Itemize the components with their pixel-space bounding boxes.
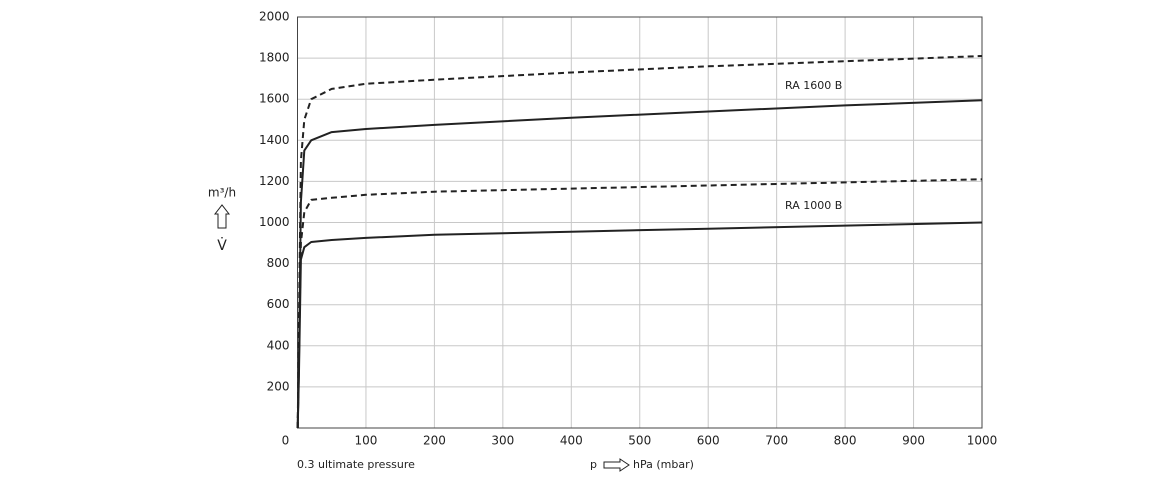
y-tick-label: 400 — [267, 338, 290, 352]
x-tick-label: 0 — [282, 434, 290, 448]
y-tick-label: 1800 — [259, 51, 290, 65]
x-tick-label: 700 — [765, 434, 788, 448]
y-label-symbol: V̇ — [217, 237, 227, 254]
x-arrow — [603, 458, 630, 472]
y-tick-label: 600 — [267, 297, 290, 311]
annotation: RA 1600 B — [785, 79, 842, 92]
y-tick-label: 1600 — [259, 92, 290, 106]
y-label-unit: m³/h — [208, 186, 236, 200]
y-arrow — [213, 204, 231, 229]
y-tick-label: 200 — [267, 379, 290, 393]
x-tick-label: 800 — [834, 434, 857, 448]
y-tick-label: 1000 — [259, 215, 290, 229]
data-line — [296, 178, 983, 429]
x-tick-label: 600 — [697, 434, 720, 448]
x-label-symbol: p — [590, 458, 597, 471]
y-tick-label: 1400 — [259, 133, 290, 147]
annotation: 0.3 ultimate pressure — [297, 458, 415, 471]
data-line — [296, 221, 983, 429]
x-tick-label: 900 — [902, 434, 925, 448]
y-tick-label: 1200 — [259, 174, 290, 188]
y-tick-label: 800 — [267, 256, 290, 270]
data-line — [296, 99, 983, 429]
y-tick-label: 2000 — [259, 10, 290, 24]
x-tick-label: 400 — [560, 434, 583, 448]
x-tick-label: 1000 — [967, 434, 998, 448]
annotation: RA 1000 B — [785, 199, 842, 212]
data-line — [296, 55, 983, 429]
x-tick-label: 300 — [491, 434, 514, 448]
x-label: hPa (mbar) — [633, 458, 694, 471]
x-tick-label: 500 — [628, 434, 651, 448]
x-tick-label: 200 — [423, 434, 446, 448]
x-tick-label: 100 — [354, 434, 377, 448]
